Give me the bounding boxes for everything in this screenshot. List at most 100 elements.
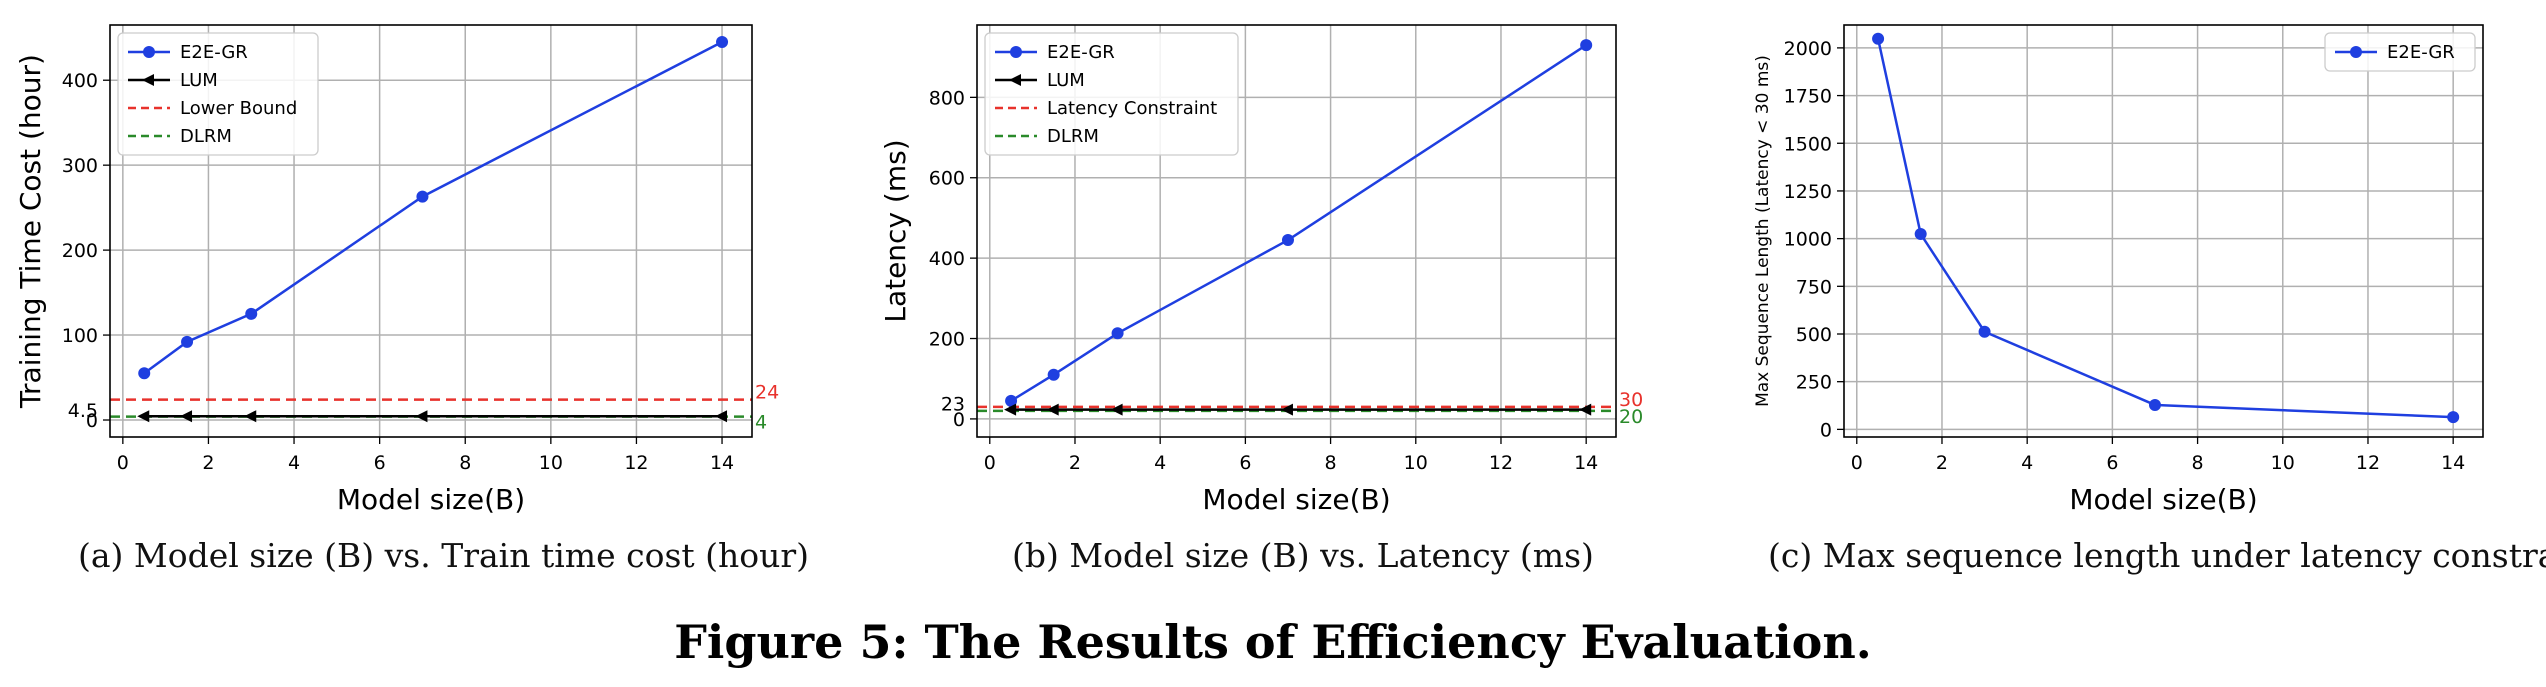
legend-label: E2E-GR [180, 42, 248, 63]
x-tick-label: 14 [1574, 452, 1598, 474]
x-tick-label: 0 [984, 452, 996, 474]
figure-title: Figure 5: The Results of Efficiency Eval… [674, 615, 1872, 669]
y-tick-label: 200 [62, 240, 98, 262]
data-point [245, 307, 258, 320]
caption-c: (c) Max sequence length under latency co… [1768, 536, 2546, 575]
x-axis-label: Model size(B) [337, 483, 525, 516]
chart-2: 0 2 4 6 8 10 12 14 0 200 400 600 800 23 Model size(B) L… [879, 24, 1643, 516]
y-tick-label: 1500 [1784, 133, 1832, 155]
x-tick-label: 0 [1851, 452, 1863, 474]
legend-marker [142, 74, 154, 86]
x-tick-label: 10 [1404, 452, 1428, 474]
legend-label: DLRM [1047, 126, 1099, 147]
legend-marker [2350, 46, 2362, 58]
legend-label: E2E-GR [2387, 42, 2455, 63]
hline-value-label: 24 [755, 382, 779, 404]
y-tick-label: 1000 [1784, 229, 1832, 251]
y-tick-label: 250 [1796, 372, 1832, 394]
x-tick-label: 12 [2356, 452, 2380, 474]
y-tick-label: 0 [1820, 419, 1832, 441]
data-point [138, 367, 151, 380]
data-point [1004, 403, 1017, 416]
data-point [715, 410, 728, 423]
x-tick-label: 6 [1239, 452, 1251, 474]
x-tick-label: 4 [1154, 452, 1166, 474]
data-point [1872, 32, 1885, 45]
data-point [1005, 394, 1018, 407]
legend-label: LUM [1047, 70, 1085, 91]
y-tick-label: 100 [62, 325, 98, 347]
data-point [1046, 403, 1059, 416]
chart-3: 0 2 4 6 8 10 12 14 0 250 500 750 1000 1250 1500 1750 200… [1753, 24, 2484, 516]
x-tick-label: 8 [1325, 452, 1337, 474]
y-tick-label: 400 [929, 248, 965, 270]
data-point [1047, 368, 1060, 381]
y-axis-label: Latency (ms) [879, 139, 912, 322]
legend: E2E-GR [2324, 32, 2476, 72]
data-point [1580, 39, 1593, 52]
y-tick-label: 500 [1796, 324, 1832, 346]
legend-label: Latency Constraint [1047, 98, 1217, 119]
legend-label: Lower Bound [180, 98, 297, 119]
data-point [415, 410, 428, 423]
y-tick-label: 800 [929, 87, 965, 109]
data-point [1914, 228, 1927, 241]
x-tick-label: 2 [202, 452, 214, 474]
x-tick-label: 12 [1489, 452, 1513, 474]
caption-b: (b) Model size (B) vs. Latency (ms) [1012, 536, 1594, 575]
data-point [1280, 403, 1293, 416]
caption-a: (a) Model size (B) vs. Train time cost (… [78, 536, 810, 575]
legend-marker [143, 46, 155, 58]
x-tick-label: 2 [1069, 452, 1081, 474]
x-tick-label: 6 [2106, 452, 2118, 474]
plot-frame [109, 24, 753, 438]
data-point [1281, 234, 1294, 247]
legend-label: LUM [180, 70, 218, 91]
x-tick-label: 0 [117, 452, 129, 474]
data-point [181, 335, 194, 348]
x-tick-label: 10 [539, 452, 563, 474]
x-tick-label: 2 [1936, 452, 1948, 474]
hline-value-label: 20 [1619, 406, 1643, 428]
y-tick-label: 0 [953, 409, 965, 431]
y-tick-label: 200 [929, 329, 965, 351]
data-point [2447, 411, 2460, 424]
hline-value-label: 30 [1619, 389, 1643, 411]
legend-marker [1009, 74, 1021, 86]
x-tick-label: 10 [2271, 452, 2295, 474]
legend-box [2324, 32, 2476, 72]
data-point [180, 410, 193, 423]
y-tick-label: 300 [62, 155, 98, 177]
x-tick-label: 4 [2021, 452, 2033, 474]
y-tick-label: 1750 [1784, 86, 1832, 108]
x-tick-label: 12 [624, 452, 648, 474]
x-tick-label: 4 [288, 452, 300, 474]
plot-frame [1843, 24, 2484, 438]
data-point [2148, 398, 2161, 411]
legend-label: DLRM [180, 126, 232, 147]
y-extra-tick-label: 23 [941, 394, 965, 416]
x-axis-label: Model size(B) [1202, 483, 1390, 516]
data-point [244, 410, 257, 423]
y-tick-label: 400 [62, 70, 98, 92]
data-point [137, 410, 150, 423]
y-tick-label: 2000 [1784, 38, 1832, 60]
data-point [416, 190, 429, 203]
data-point [716, 35, 729, 48]
y-axis-label: Max Sequence Length (Latency < 30 ms) [1753, 55, 1773, 407]
y-extra-tick-label: 4.5 [68, 400, 98, 422]
y-tick-label: 600 [929, 168, 965, 190]
data-point [1579, 403, 1592, 416]
y-tick-label: 0 [86, 410, 98, 432]
legend: E2E-GR LUM Lower Bound DLRM [117, 32, 319, 156]
x-tick-label: 14 [710, 452, 734, 474]
x-tick-label: 6 [374, 452, 386, 474]
legend-marker [1010, 46, 1022, 58]
data-point [1978, 325, 1991, 338]
x-tick-label: 8 [459, 452, 471, 474]
x-tick-label: 14 [2441, 452, 2465, 474]
x-axis-label: Model size(B) [2069, 483, 2257, 516]
plot-frame [976, 24, 1617, 438]
